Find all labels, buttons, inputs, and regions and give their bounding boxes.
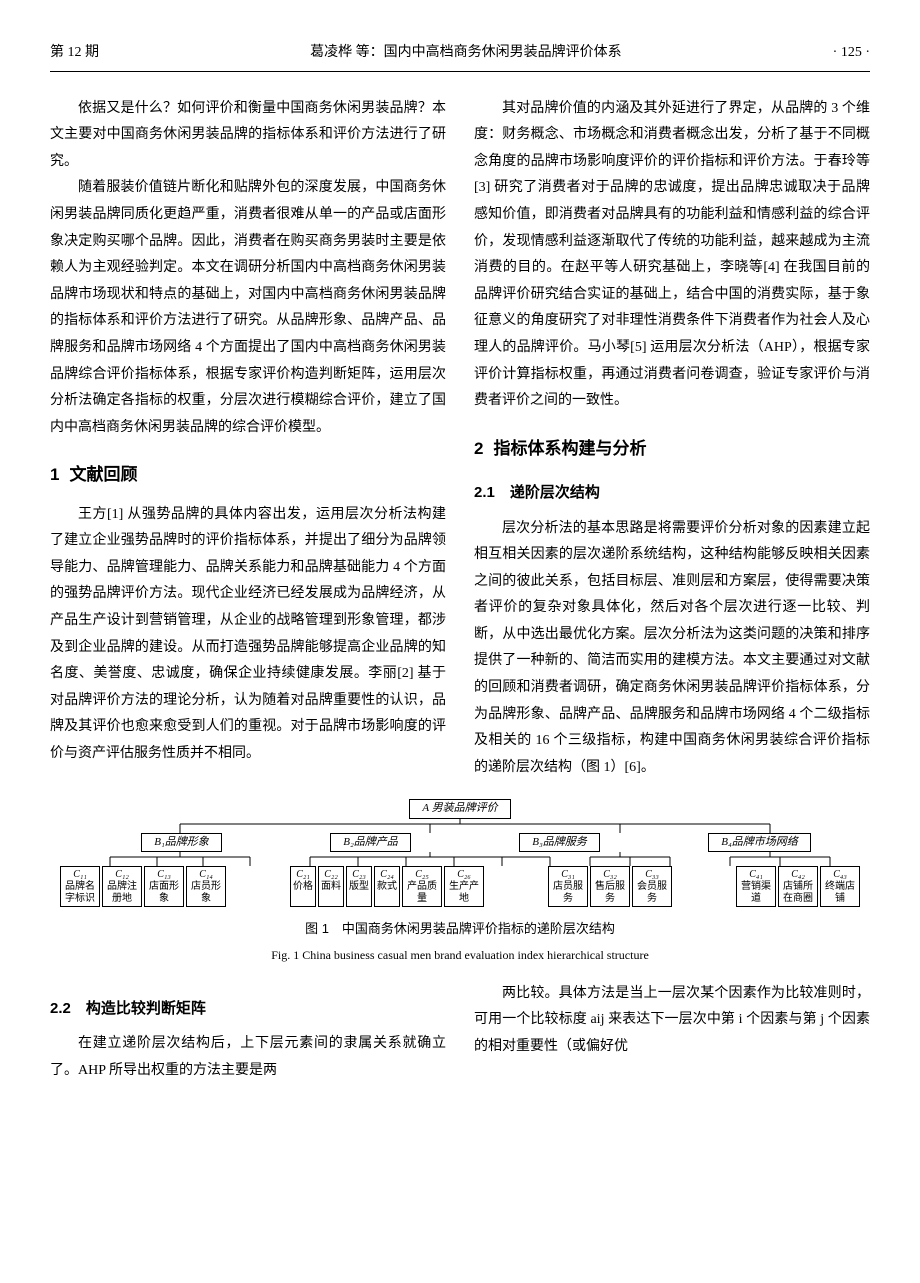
- leaf-label: 品牌名字标识: [65, 881, 95, 904]
- figure-caption-cn: 图 1 中国商务休闲男装品牌评价指标的递阶层次结构: [50, 917, 870, 942]
- leaf-code: C₃₃: [635, 869, 669, 881]
- node-top: A 男装品牌评价: [409, 799, 510, 818]
- leaf-label: 店员服务: [553, 881, 583, 904]
- leaf-label: 会员服务: [637, 881, 667, 904]
- leaf-label: 店面形象: [149, 881, 179, 904]
- node-leaf: C₂₆生产产地: [444, 866, 484, 908]
- node-leaf: C₄₂店铺所在商圈: [778, 866, 818, 908]
- leaf-code: C₂₃: [349, 869, 369, 881]
- leaf-code: C₁₄: [189, 869, 223, 881]
- node-leaf: C₂₃版型: [346, 866, 372, 908]
- running-header: 第 12 期 葛凌桦 等：国内中高档商务休闲男装品牌评价体系 · 125 ·: [50, 40, 870, 72]
- node-leaf: C₂₂面料: [318, 866, 344, 908]
- leaf-group: C₁₁品牌名字标识C₁₂品牌注册地C₁₃店面形象C₁₄店员形象: [60, 866, 226, 908]
- page-number: · 125 ·: [833, 40, 870, 67]
- section-title: 文献回顾: [69, 465, 137, 484]
- node-leaf: C₄₁营销渠道: [736, 866, 776, 908]
- leaf-label: 面料: [321, 881, 341, 892]
- leaf-label: 店员形象: [191, 881, 221, 904]
- para: 王方[1] 从强势品牌的具体内容出发，运用层次分析法构建了建立企业强势品牌时的评…: [50, 502, 446, 768]
- leaf-code: C₄₁: [739, 869, 773, 881]
- leaf-code: C₁₂: [105, 869, 139, 881]
- connector-row: [50, 852, 870, 866]
- leaf-group: C₃₁店员服务C₃₂售后服务C₃₃会员服务: [548, 866, 672, 908]
- para: 随着服装价值链片断化和贴牌外包的深度发展，中国商务休闲男装品牌同质化更趋严重，消…: [50, 175, 446, 441]
- node-level2: B₄品牌市场网络: [708, 833, 811, 852]
- leaf-code: C₃₁: [551, 869, 585, 881]
- node-leaf: C₂₁价格: [290, 866, 316, 908]
- para: 层次分析法的基本思路是将需要评价分析对象的因素建立起相互相关因素的层次递阶系统结…: [474, 516, 870, 782]
- section-number: 1: [50, 465, 59, 484]
- leaf-label: 生产产地: [449, 881, 479, 904]
- running-title: 葛凌桦 等：国内中高档商务休闲男装品牌评价体系: [310, 40, 622, 67]
- figure-caption-en: Fig. 1 China business casual men brand e…: [50, 944, 870, 967]
- leaf-label: 品牌注册地: [107, 881, 137, 904]
- leaf-code: C₂₄: [377, 869, 397, 881]
- leaf-label: 店铺所在商圈: [783, 881, 813, 904]
- leaf-code: C₃₂: [593, 869, 627, 881]
- leaf-group: C₂₁价格C₂₂面料C₂₃版型C₂₄款式C₂₅产品质量C₂₆生产产地: [290, 866, 484, 908]
- figure-1: A 男装品牌评价 B₁品牌形象 B₂品牌产品 B₃品牌服务 B₄品牌市场网络: [50, 799, 870, 966]
- body-columns-lower: 2.2 构造比较判断矩阵 在建立递阶层次结构后，上下层元素间的隶属关系就确立了。…: [50, 981, 870, 1085]
- subsection-number: 2.2: [50, 1000, 86, 1017]
- leaf-label: 价格: [293, 881, 313, 892]
- leaf-code: C₄₃: [823, 869, 857, 881]
- leaf-label: 产品质量: [407, 881, 437, 904]
- leaf-code: C₄₂: [781, 869, 815, 881]
- body-columns: 依据又是什么？如何评价和衡量中国商务休闲男装品牌？本文主要对中国商务休闲男装品牌…: [50, 96, 870, 782]
- leaf-label: 营销渠道: [741, 881, 771, 904]
- node-level2: B₁品牌形象: [141, 833, 222, 852]
- leaf-code: C₂₆: [447, 869, 481, 881]
- node-leaf: C₁₄店员形象: [186, 866, 226, 908]
- node-leaf: C₁₃店面形象: [144, 866, 184, 908]
- leaf-label: 版型: [349, 881, 369, 892]
- para: 其对品牌价值的内涵及其外延进行了界定，从品牌的 3 个维度：财务概念、市场概念和…: [474, 96, 870, 415]
- leaf-code: C₁₁: [63, 869, 97, 881]
- issue-number: 第 12 期: [50, 40, 99, 67]
- node-leaf: C₁₁品牌名字标识: [60, 866, 100, 908]
- node-leaf: C₃₂售后服务: [590, 866, 630, 908]
- section-1-heading: 1 文献回顾: [50, 459, 446, 491]
- section-number: 2: [474, 439, 483, 458]
- section-2-heading: 2 指标体系构建与分析: [474, 433, 870, 465]
- node-leaf: C₃₁店员服务: [548, 866, 588, 908]
- leaf-code: C₂₁: [293, 869, 313, 881]
- leaf-code: C₂₂: [321, 869, 341, 881]
- node-leaf: C₁₂品牌注册地: [102, 866, 142, 908]
- subsection-title: 构造比较判断矩阵: [86, 1000, 206, 1017]
- node-level2: B₂品牌产品: [330, 833, 411, 852]
- node-leaf: C₄₃终端店铺: [820, 866, 860, 908]
- connector-row: [50, 819, 870, 833]
- leaf-group: C₄₁营销渠道C₄₂店铺所在商圈C₄₃终端店铺: [736, 866, 860, 908]
- subsection-2-2-heading: 2.2 构造比较判断矩阵: [50, 995, 446, 1024]
- para: 依据又是什么？如何评价和衡量中国商务休闲男装品牌？本文主要对中国商务休闲男装品牌…: [50, 96, 446, 176]
- section-title: 指标体系构建与分析: [493, 439, 646, 458]
- hierarchy-diagram: A 男装品牌评价 B₁品牌形象 B₂品牌产品 B₃品牌服务 B₄品牌市场网络: [50, 799, 870, 907]
- para: 在建立递阶层次结构后，上下层元素间的隶属关系就确立了。AHP 所导出权重的方法主…: [50, 1031, 446, 1084]
- subsection-title: 递阶层次结构: [510, 484, 600, 501]
- node-leaf: C₂₅产品质量: [402, 866, 442, 908]
- node-level2: B₃品牌服务: [519, 833, 600, 852]
- leaf-label: 终端店铺: [825, 881, 855, 904]
- leaf-label: 售后服务: [595, 881, 625, 904]
- leaf-code: C₁₃: [147, 869, 181, 881]
- node-leaf: C₃₃会员服务: [632, 866, 672, 908]
- leaf-label: 款式: [377, 881, 397, 892]
- subsection-number: 2.1: [474, 484, 510, 501]
- node-leaf: C₂₄款式: [374, 866, 400, 908]
- subsection-2-1-heading: 2.1 递阶层次结构: [474, 479, 870, 508]
- para: 两比较。具体方法是当上一层次某个因素作为比较准则时，可用一个比较标度 aij 来…: [474, 981, 870, 1061]
- leaf-code: C₂₅: [405, 869, 439, 881]
